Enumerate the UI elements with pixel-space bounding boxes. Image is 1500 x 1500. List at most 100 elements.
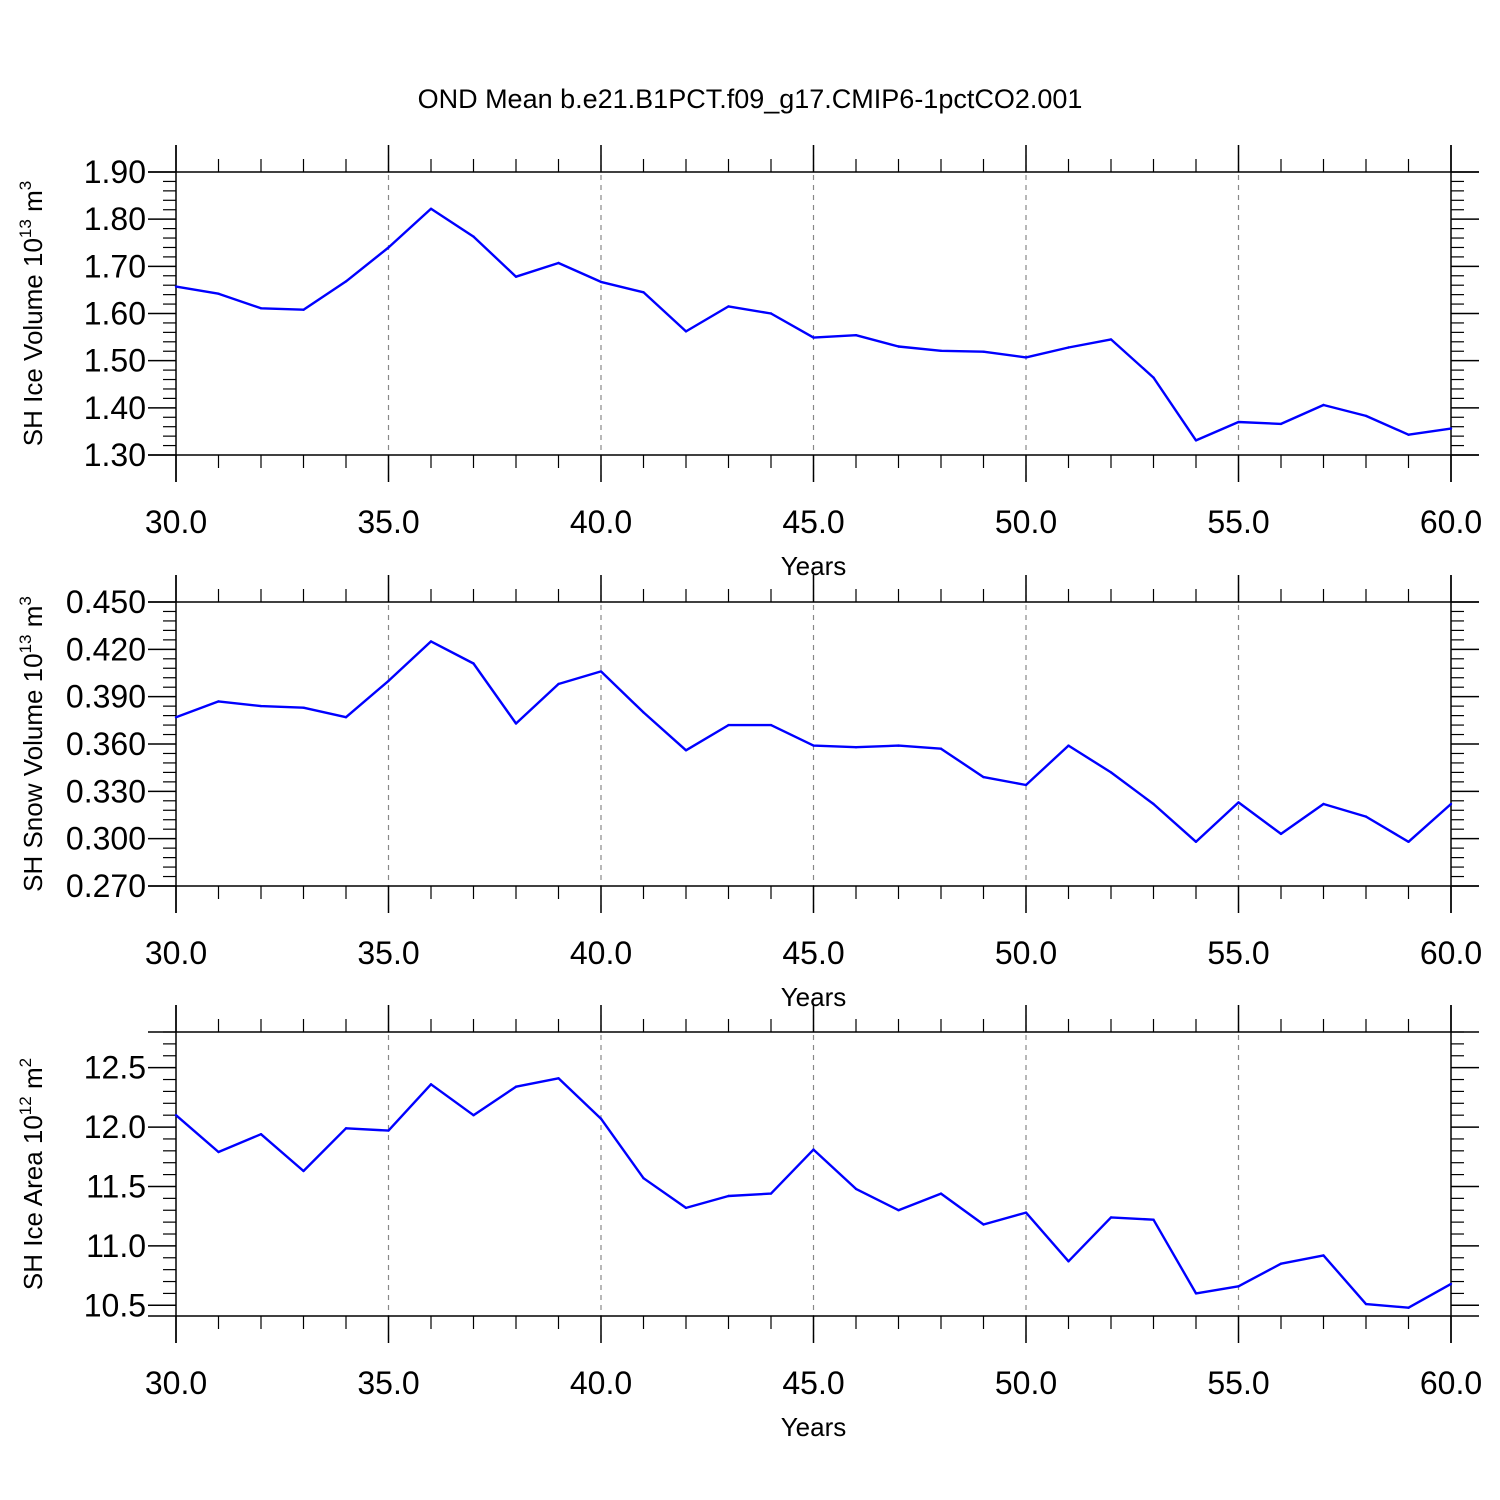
data-point — [769, 723, 773, 727]
x-tick-label: 40.0 — [570, 935, 632, 971]
x-tick-label: 55.0 — [1207, 935, 1269, 971]
data-point — [599, 1117, 603, 1120]
panel-ice-volume: 1.30 1.40 1.50 1.60 1.70 1.80 1.90 30.0 35.0 40.0… — [16, 145, 1482, 581]
data-point — [387, 679, 390, 683]
panel-ice-area: 10.5 11.0 11.5 12.0 12.5 30.0 35.0 40.0 45.0 50.0… — [16, 1005, 1482, 1442]
x-tick-label: 55.0 — [1207, 504, 1269, 540]
data-point — [642, 1177, 645, 1180]
data-point — [1322, 403, 1325, 407]
data-point — [344, 280, 348, 283]
y-tick-label: 11.5 — [86, 1168, 146, 1204]
data-point — [429, 207, 433, 210]
data-point — [982, 1223, 985, 1226]
x-tick-label: 40.0 — [570, 1365, 632, 1401]
data-point — [514, 1085, 518, 1088]
data-point — [939, 747, 943, 750]
data-point — [939, 1192, 943, 1195]
data-point — [1152, 376, 1155, 379]
y-tick-label: 0.330 — [66, 773, 146, 809]
y-axis-label-exponent: 13 — [16, 219, 35, 238]
y-tick-label: 0.300 — [66, 821, 146, 857]
data-point — [1279, 1262, 1283, 1265]
y-axis-label-unit: m — [18, 1067, 48, 1096]
y-tick-label: 0.390 — [66, 679, 146, 715]
data-point — [1449, 1282, 1453, 1286]
data-point — [684, 1206, 688, 1210]
data-point — [302, 1169, 305, 1173]
data-point — [599, 670, 603, 673]
data-point — [1237, 420, 1240, 424]
data-point — [897, 345, 900, 348]
x-axis-label: Years — [781, 1412, 847, 1442]
y-axis-label-prefix: SH Ice Volume 10 — [18, 238, 48, 446]
x-tick-label: 45.0 — [782, 1365, 844, 1401]
data-point — [684, 330, 688, 333]
y-tick-label: 1.90 — [84, 154, 146, 190]
y-axis-label: SH Ice Volume 1013 m3 — [16, 181, 48, 446]
y-axis-label-unit-exponent: 3 — [16, 181, 35, 190]
x-tick-label: 35.0 — [357, 1365, 419, 1401]
data-point — [982, 350, 985, 353]
data-point — [982, 775, 985, 779]
data-point — [897, 1209, 900, 1212]
data-point — [344, 716, 348, 719]
x-tick-label: 35.0 — [357, 504, 419, 540]
data-point — [174, 1114, 178, 1117]
data-point — [1237, 1285, 1240, 1288]
x-tick-label: 60.0 — [1420, 935, 1482, 971]
data-point — [1407, 433, 1410, 436]
data-point — [472, 1114, 475, 1117]
data-point — [1322, 802, 1325, 806]
y-tick-label: 1.70 — [84, 248, 146, 284]
data-point — [727, 305, 730, 308]
data-point — [1152, 1218, 1155, 1221]
data-point — [259, 704, 263, 708]
y-tick-label: 0.270 — [66, 868, 146, 904]
data-point — [1449, 802, 1453, 806]
data-point — [1067, 346, 1070, 349]
y-axis-label: SH Snow Volume 1013 m3 — [16, 596, 48, 892]
data-point — [387, 246, 390, 249]
data-point — [854, 1187, 858, 1191]
data-point — [1407, 840, 1410, 843]
y-axis-label-prefix: SH Snow Volume 10 — [18, 653, 48, 891]
data-point — [1364, 815, 1368, 818]
data-point — [217, 700, 220, 703]
data-point — [1322, 1254, 1325, 1257]
data-point — [599, 280, 603, 284]
data-point — [1109, 771, 1113, 774]
x-tick-label: 55.0 — [1207, 1365, 1269, 1401]
x-tick-label: 40.0 — [570, 504, 632, 540]
x-tick-label: 60.0 — [1420, 504, 1482, 540]
panel-snow-volume: 0.270 0.300 0.330 0.360 0.390 0.420 0.450 30.0 3… — [16, 575, 1482, 1012]
data-point — [259, 1133, 263, 1136]
data-point — [642, 291, 645, 294]
data-point — [429, 1083, 433, 1086]
data-point — [557, 682, 560, 686]
y-axis-label: SH Ice Area 1012 m2 — [16, 1058, 48, 1290]
figure-title: OND Mean b.e21.B1PCT.f09_g17.CMIP6-1pctC… — [418, 84, 1083, 114]
y-axis-label-unit: m — [18, 190, 48, 219]
data-point — [174, 285, 178, 288]
data-point — [217, 1150, 220, 1154]
data-point — [854, 746, 858, 749]
data-point — [1407, 1306, 1410, 1309]
data-point — [1109, 1216, 1113, 1219]
data-point — [344, 1127, 348, 1130]
data-point — [514, 275, 518, 278]
data-point — [472, 235, 475, 238]
x-tick-label: 30.0 — [145, 504, 207, 540]
data-point — [1194, 1292, 1198, 1295]
x-tick-label: 50.0 — [995, 1365, 1057, 1401]
data-point — [217, 292, 220, 295]
y-axis-label-exponent: 12 — [16, 1096, 35, 1115]
data-point — [1067, 1260, 1070, 1263]
y-tick-label: 1.40 — [84, 390, 146, 426]
x-tick-label: 45.0 — [782, 504, 844, 540]
data-point — [727, 723, 730, 727]
data-point — [812, 336, 815, 339]
y-tick-label: 12.0 — [84, 1109, 146, 1145]
y-tick-label: 10.5 — [84, 1287, 146, 1323]
x-tick-label: 35.0 — [357, 935, 419, 971]
